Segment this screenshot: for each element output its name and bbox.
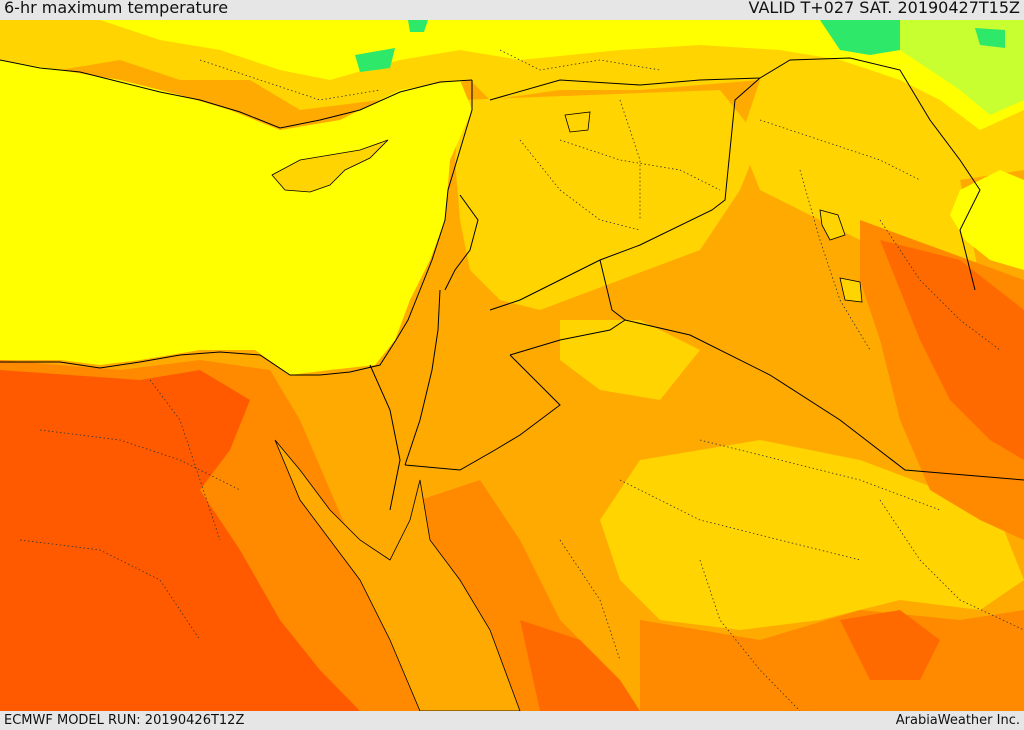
temp-zone-iraq-extreme	[880, 240, 1024, 460]
temp-zone-ne-cold	[355, 20, 1005, 72]
lake-razazza	[839, 277, 863, 303]
temp-zone-north-cool	[100, 20, 1024, 130]
lake-tharthar	[819, 209, 846, 241]
temp-zone-egypt-extreme	[0, 370, 360, 711]
lake-assad	[564, 111, 591, 133]
red-sea	[274, 439, 521, 711]
model-run-label: ECMWF MODEL RUN: 20190426T12Z	[4, 713, 245, 728]
province-borders	[19, 49, 1024, 711]
temp-zone-south-extreme	[520, 610, 940, 711]
temp-zone-saudi-warm	[600, 440, 1024, 630]
temp-zone-interior-warm	[455, 90, 760, 310]
border-jordan-israel	[404, 289, 441, 466]
persian-gulf	[950, 170, 1024, 270]
border-saudi-iraq	[624, 319, 1024, 481]
map-canvas	[0, 20, 1024, 711]
credit-label: ArabiaWeather Inc.	[895, 713, 1020, 728]
coastline-levant	[0, 80, 473, 376]
cyprus-island	[271, 139, 389, 193]
border-jordan-iraq	[509, 259, 626, 356]
valid-time: VALID T+027 SAT. 20190427T15Z	[748, 0, 1020, 17]
border-egypt-israel	[369, 364, 401, 511]
border-syria-lebanon	[444, 194, 479, 291]
temperature-map[interactable]	[0, 20, 1024, 711]
border-syria-turkey	[489, 57, 981, 291]
border-syria-iraq	[489, 77, 761, 311]
map-title: 6-hr maximum temperature	[4, 0, 229, 17]
footer-bar: ECMWF MODEL RUN: 20190426T12Z ArabiaWeat…	[0, 711, 1024, 729]
border-jordan-saudi	[404, 354, 561, 471]
mediterranean-sea	[0, 60, 472, 375]
temp-zone-central-warm	[560, 320, 700, 400]
coastline-turkey	[0, 59, 473, 129]
header-bar: 6-hr maximum temperature VALID T+027 SAT…	[0, 0, 1024, 20]
temp-zone-east-warm	[740, 80, 980, 280]
